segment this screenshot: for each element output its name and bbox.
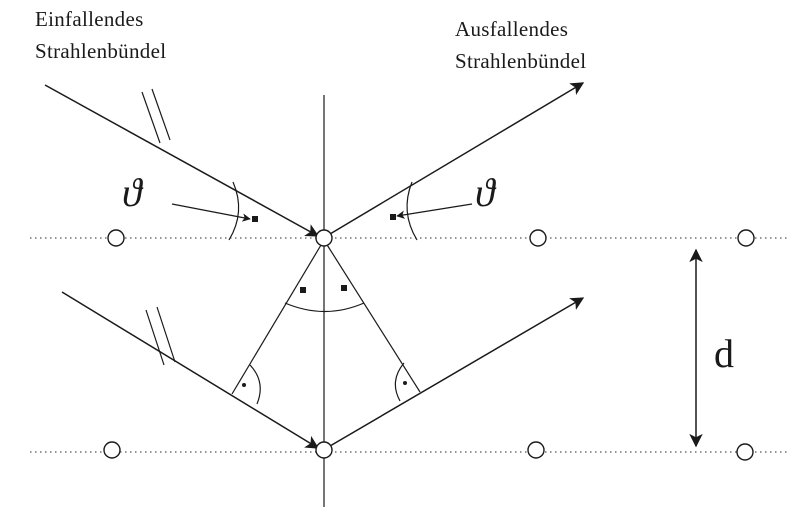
outgoing-ray-upper xyxy=(329,82,585,235)
outgoing-label-line2: Strahlenbündel xyxy=(455,49,586,73)
right-angle-arc-right xyxy=(394,362,405,402)
theta-arc-left xyxy=(228,181,240,241)
outgoing-label-line1: Ausfallendes xyxy=(455,17,568,41)
atom-lower-3 xyxy=(527,441,545,459)
atom-upper-4 xyxy=(737,229,755,247)
parallel-mark-lower xyxy=(145,306,176,366)
incident-label-line1: Einfallendes xyxy=(35,7,144,31)
spacing-label: d xyxy=(714,331,734,376)
right-angle-dot-left xyxy=(242,383,246,387)
right-angle-dot-right xyxy=(403,381,407,385)
angle-dot-lower-left xyxy=(300,287,306,293)
theta-label-right: ϑ xyxy=(475,170,497,215)
angle-arc-lower xyxy=(284,302,365,313)
incident-label-line2: Strahlenbündel xyxy=(35,39,166,63)
theta-dot-right xyxy=(390,214,396,220)
atom-upper-2 xyxy=(315,229,333,247)
theta-pointer-left xyxy=(171,203,251,222)
angle-dot-lower-right xyxy=(341,285,347,291)
atom-upper-3 xyxy=(529,229,547,247)
atom-lower-2 xyxy=(315,441,333,459)
atom-lower-4 xyxy=(736,443,754,461)
path-difference-line-left xyxy=(231,239,325,395)
atom-lower-1 xyxy=(103,441,121,459)
theta-dot-left xyxy=(252,216,258,222)
theta-label-left: ϑ xyxy=(122,170,144,215)
incident-ray-upper xyxy=(44,84,320,237)
theta-pointer-right xyxy=(396,203,473,219)
path-difference-line-right xyxy=(323,239,421,393)
incident-ray-lower xyxy=(61,291,320,449)
right-angle-arc-left xyxy=(249,364,261,405)
outgoing-ray-lower xyxy=(329,297,585,447)
theta-arc-right xyxy=(406,181,418,241)
parallel-mark-upper xyxy=(141,88,171,144)
atom-upper-1 xyxy=(107,229,125,247)
